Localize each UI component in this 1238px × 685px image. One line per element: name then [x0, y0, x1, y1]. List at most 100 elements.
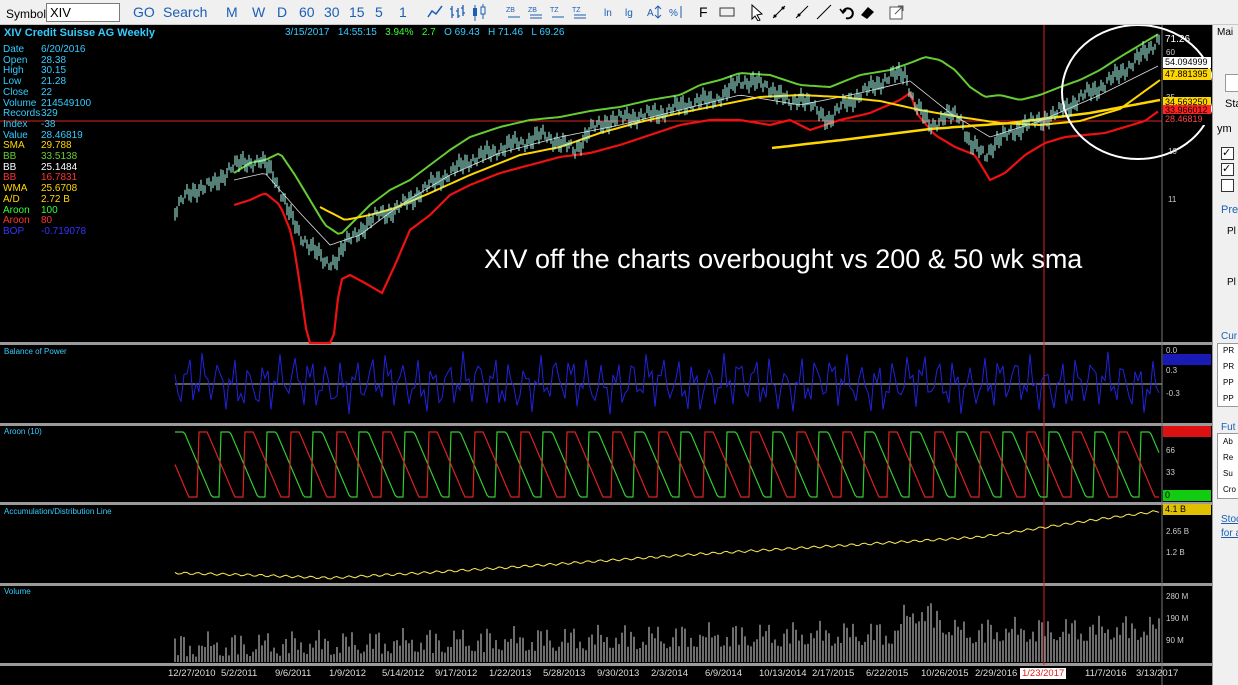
info-label: Low: [3, 76, 22, 88]
date-axis-label: 6/22/2015: [866, 668, 909, 679]
info-row: Open 28.38: [3, 55, 66, 67]
date-axis-label: 9/6/2011: [275, 668, 312, 679]
main-tab[interactable]: Mai: [1217, 27, 1234, 38]
info-value: 28.38: [41, 54, 67, 66]
log-scale-icon[interactable]: lg: [624, 3, 642, 21]
info-row: A/D 2.72 B: [3, 194, 70, 206]
volume-axis-tick: 190 M: [1166, 614, 1189, 623]
toolbar: Symbol GO Search M W D 60 30 15 5 1 ZB Z…: [0, 0, 1238, 25]
panel-field[interactable]: [1225, 74, 1238, 92]
sma-axis-badge: 47.881395: [1163, 69, 1211, 80]
date-axis-label: 10/13/2014: [759, 668, 807, 679]
panel-list: PR PR PP PP: [1217, 343, 1238, 407]
panel-divider: [0, 423, 1212, 426]
zoom-time-icon[interactable]: TZ: [549, 3, 567, 21]
info-row: Close 22: [3, 86, 52, 99]
price-axis-last: 71.26: [1165, 34, 1191, 45]
ray-line-icon[interactable]: [793, 3, 811, 21]
panel-checkbox[interactable]: ✓: [1221, 147, 1234, 160]
info-label: Volume: [3, 97, 37, 109]
panel-divider: [0, 502, 1212, 505]
info-value: 30.15: [41, 65, 67, 77]
info-label: Close: [3, 86, 29, 98]
pointer-icon[interactable]: [748, 3, 766, 21]
chart-canvas[interactable]: [0, 25, 1212, 685]
value-axis-badge: 28.46819: [1163, 114, 1211, 125]
panel-list-item: Re: [1223, 453, 1234, 462]
info-row: BB 33.5138: [3, 151, 77, 163]
period-monthly-button[interactable]: M: [226, 4, 238, 20]
zoom-out-icon[interactable]: ZB: [527, 3, 545, 21]
zoom-reset-icon[interactable]: TZ: [571, 3, 589, 21]
panel-section[interactable]: Cur: [1221, 331, 1238, 342]
svg-text:ZB: ZB: [528, 7, 537, 14]
bb-lower-axis-badge: 33.966012: [1163, 105, 1211, 116]
panel-link[interactable]: Stoc: [1221, 514, 1238, 525]
ad-axis-tick: 2.65 B: [1166, 527, 1190, 536]
info-row: Low 21.28: [3, 76, 66, 88]
quote-open: O 69.43: [444, 27, 480, 38]
panel-list-item: PR: [1223, 346, 1235, 355]
quote-low: L 69.26: [531, 27, 565, 38]
panel-checkbox[interactable]: [1221, 179, 1234, 192]
search-button[interactable]: Search: [163, 4, 208, 20]
symbol-input[interactable]: [46, 3, 120, 22]
info-label: Value: [3, 129, 28, 141]
aroon-axis-tick: 66: [1166, 446, 1175, 455]
aroon-up-axis-badge: 0: [1163, 490, 1211, 501]
svg-text:TZ: TZ: [572, 7, 581, 14]
line-chart-icon[interactable]: [426, 3, 444, 21]
info-value: 29.788: [41, 140, 72, 152]
info-row: High 30.15: [3, 65, 66, 77]
text-tool-button[interactable]: F: [699, 4, 708, 20]
period-60min-button[interactable]: 60: [299, 4, 315, 20]
rectangle-tool-icon[interactable]: [718, 3, 736, 21]
bop-axis-badge: -0.719078: [1163, 354, 1211, 365]
aroon-up-line: [175, 431, 1160, 498]
info-value: 329: [41, 108, 58, 120]
panel-item: Pl: [1227, 277, 1236, 288]
price-bars: [174, 34, 1160, 271]
date-axis-label: 2/3/2014: [651, 668, 688, 679]
period-5min-button[interactable]: 5: [375, 4, 383, 20]
period-weekly-button[interactable]: W: [252, 4, 266, 20]
info-label: BOP: [3, 225, 25, 237]
period-daily-button[interactable]: D: [277, 4, 288, 20]
go-button[interactable]: GO: [133, 4, 155, 20]
date-axis-label: 1/22/2013: [489, 668, 532, 679]
date-axis-label-selected: 1/23/2017: [1020, 668, 1067, 679]
bop-axis-tick: -0.3: [1166, 389, 1180, 398]
info-label: High: [3, 65, 24, 77]
info-row: Volume 214549100: [3, 97, 91, 110]
period-30min-button[interactable]: 30: [324, 4, 340, 20]
panel-list-item: Su: [1223, 469, 1233, 478]
panel-section[interactable]: Fut: [1221, 422, 1236, 433]
chart-area[interactable]: XIV Credit Suisse AG Weekly 3/15/2017 14…: [0, 25, 1212, 685]
auto-scale-icon[interactable]: A: [646, 3, 664, 21]
candlestick-icon[interactable]: [470, 3, 488, 21]
percent-scale-icon[interactable]: %: [668, 3, 686, 21]
info-row: Date 6/20/2016: [3, 44, 86, 56]
zoom-in-icon[interactable]: ZB: [505, 3, 523, 21]
date-axis-label: 1/9/2012: [329, 668, 366, 679]
panel-checkbox[interactable]: ✓: [1221, 163, 1234, 176]
period-1min-button[interactable]: 1: [399, 4, 407, 20]
panel-section[interactable]: Pre: [1221, 204, 1238, 216]
info-row: Records 329: [3, 108, 58, 120]
export-icon[interactable]: [888, 3, 906, 21]
price-axis-tick: 60: [1166, 48, 1175, 57]
date-axis-label: 3/13/2017: [1136, 668, 1179, 679]
info-value: 16.7831: [41, 172, 78, 184]
trendline-icon[interactable]: [770, 3, 788, 21]
period-15min-button[interactable]: 15: [349, 4, 365, 20]
chart-annotation: XIV off the charts overbought vs 200 & 5…: [484, 244, 1083, 274]
linear-scale-icon[interactable]: ln: [603, 3, 621, 21]
info-row: WMA 25.6708: [3, 183, 77, 195]
panel-divider: [0, 663, 1212, 666]
undo-icon[interactable]: [838, 3, 856, 21]
eraser-icon[interactable]: [858, 3, 876, 21]
extended-line-icon[interactable]: [815, 3, 833, 21]
panel-link[interactable]: for a: [1221, 528, 1238, 539]
bar-chart-icon[interactable]: [448, 3, 466, 21]
svg-text:TZ: TZ: [550, 7, 559, 14]
